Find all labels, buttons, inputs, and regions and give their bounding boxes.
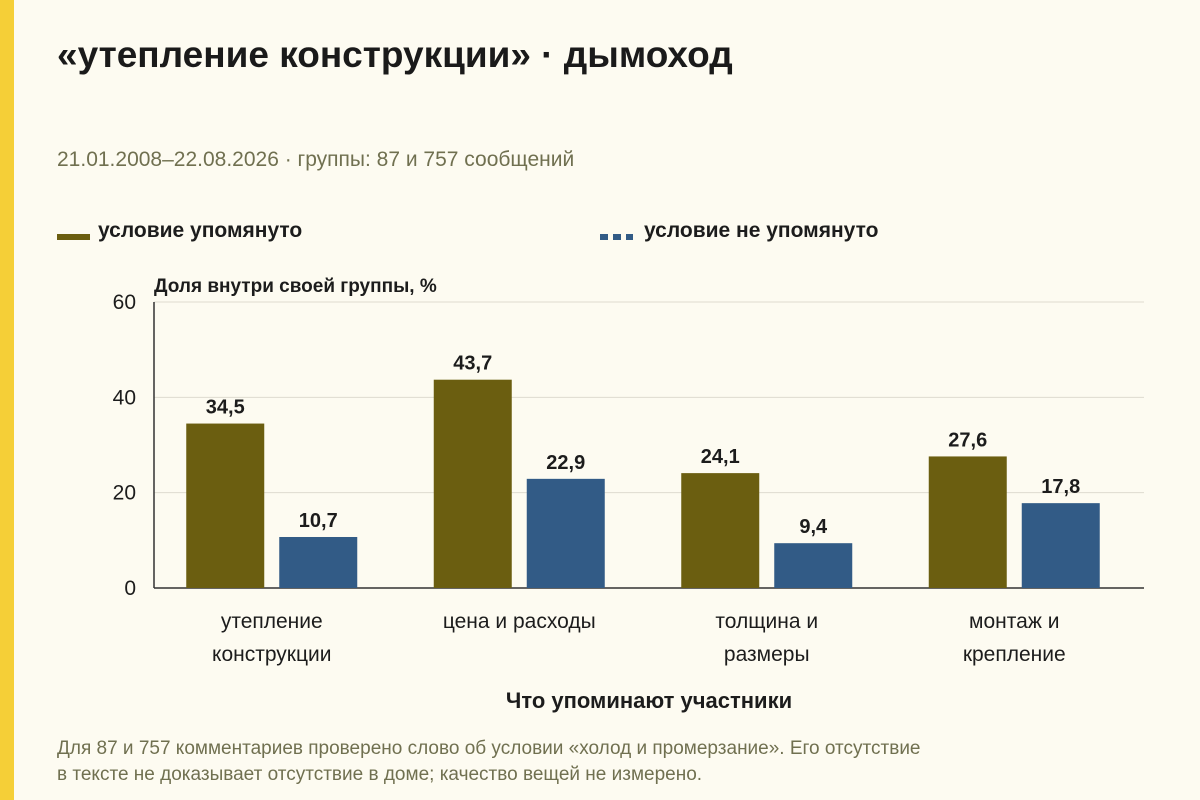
bar — [774, 543, 853, 588]
legend-swatch-not-mentioned — [600, 234, 633, 240]
legend-swatch-mentioned — [57, 234, 90, 240]
bar — [928, 456, 1007, 588]
x-tick-label: толщина и — [715, 610, 818, 633]
y-tick-label: 40 — [113, 386, 136, 409]
accent-strip — [0, 0, 14, 800]
bar — [433, 379, 512, 588]
data-label: 22,9 — [546, 452, 585, 474]
x-axis-label: Что упоминают участники — [506, 688, 792, 713]
bar — [279, 536, 358, 588]
data-label: 9,4 — [799, 516, 828, 538]
footnote-line-2: в тексте не доказывает отсутствие в доме… — [57, 764, 703, 785]
chart-title: «утепление конструкции» · дымоход — [57, 34, 733, 75]
legend-label-mentioned: условие упомянуто — [98, 219, 303, 242]
data-label: 10,7 — [299, 510, 338, 532]
x-tick-label: монтаж и — [969, 610, 1059, 633]
x-tick-label: конструкции — [212, 643, 331, 666]
bar — [526, 478, 605, 588]
data-label: 43,7 — [453, 353, 492, 375]
footnote: Для 87 и 757 комментариев проверено слов… — [57, 736, 1137, 788]
y-tick-label: 60 — [113, 291, 136, 314]
data-label: 24,1 — [701, 446, 740, 468]
data-label: 17,8 — [1041, 476, 1080, 498]
bar — [186, 423, 265, 588]
chart-subtitle: 21.01.2008–22.08.2026 · группы: 87 и 757… — [57, 148, 575, 171]
footnote-line-1: Для 87 и 757 комментариев проверено слов… — [57, 738, 921, 759]
x-tick-label: цена и расходы — [443, 610, 596, 633]
x-tick-label: утепление — [221, 610, 323, 633]
legend-label-not-mentioned: условие не упомянуто — [644, 219, 879, 242]
y-axis-label: Доля внутри своей группы, % — [154, 276, 437, 297]
bar — [1021, 503, 1100, 588]
x-tick-label: крепление — [963, 643, 1066, 666]
bar — [681, 473, 760, 588]
x-tick-label: размеры — [724, 643, 810, 666]
y-tick-label: 0 — [124, 577, 136, 600]
y-tick-label: 20 — [113, 482, 136, 505]
data-label: 27,6 — [948, 429, 987, 451]
data-label: 34,5 — [206, 397, 245, 419]
